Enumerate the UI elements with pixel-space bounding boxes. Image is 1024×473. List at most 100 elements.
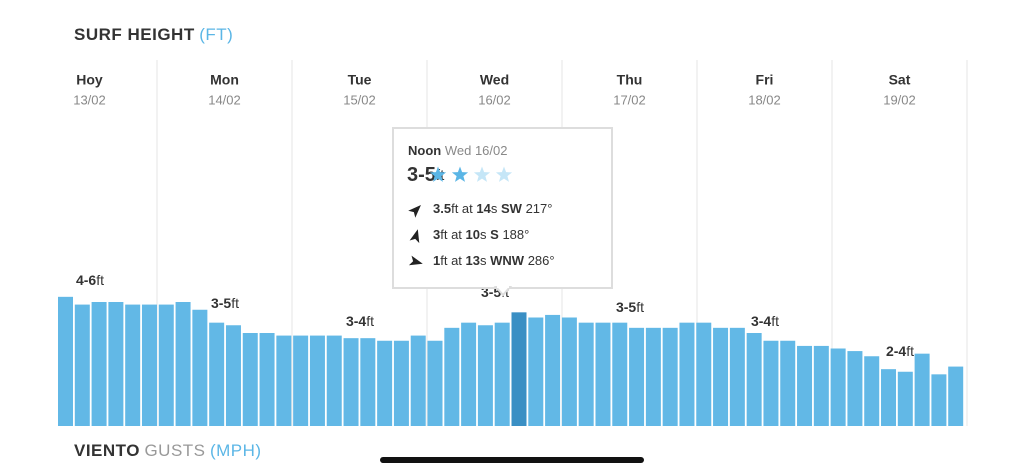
swell-arrow <box>409 229 420 244</box>
day-date: 14/02 <box>208 92 241 107</box>
bar <box>780 340 796 426</box>
swell-arrow <box>408 205 421 218</box>
bar <box>276 335 292 426</box>
swell-degrees: 217° <box>526 201 553 216</box>
bar <box>511 312 527 426</box>
bar <box>864 356 880 426</box>
star <box>473 166 491 182</box>
swell-degrees: 188° <box>502 227 529 242</box>
title: SURF HEIGHT <box>74 25 195 44</box>
swell-period-unit: s <box>491 201 498 216</box>
range-label: 3-5ft <box>211 295 239 311</box>
range-label: 3-4ft <box>346 313 374 329</box>
bar <box>58 296 73 426</box>
bar <box>914 353 930 426</box>
bar <box>477 325 493 426</box>
next-subtitle: GUSTS <box>144 441 205 460</box>
range-label: 3-4ft <box>751 313 779 329</box>
swell-direction: WNW <box>490 253 525 268</box>
swell-direction: SW <box>501 201 523 216</box>
stars <box>429 166 513 182</box>
bar <box>192 309 208 426</box>
bar <box>175 302 191 426</box>
bar <box>410 335 426 426</box>
range-unit: ft <box>96 272 104 288</box>
time: Noon <box>408 143 441 158</box>
range: 3-5 <box>407 164 436 186</box>
bar <box>847 351 863 426</box>
bar <box>343 338 359 426</box>
day-date: 13/02 <box>73 92 106 107</box>
tooltip-box <box>392 127 613 289</box>
range-unit: ft <box>906 343 914 359</box>
bar <box>461 322 477 426</box>
range: 2-4 <box>886 343 906 359</box>
swell-height: 3 <box>433 227 440 242</box>
bar <box>931 374 947 426</box>
day-name: Mon <box>210 72 239 88</box>
swell-period: 13 <box>466 253 480 268</box>
bar <box>763 340 779 426</box>
day-date: 19/02 <box>883 92 916 107</box>
bar <box>578 322 594 426</box>
bar <box>897 371 913 426</box>
star <box>495 166 513 182</box>
next-title: VIENTO <box>74 441 140 460</box>
bar <box>948 366 964 426</box>
range-label: 3-5ft <box>616 299 644 315</box>
bar <box>595 322 611 426</box>
bar <box>141 304 157 426</box>
swell-line: 3ft at 10s S 188° <box>433 227 529 242</box>
range: 3-5 <box>616 299 636 315</box>
range-label: 4-6ft <box>76 272 104 288</box>
bar <box>309 335 325 426</box>
bar <box>293 335 309 426</box>
bar <box>713 327 729 426</box>
swell-direction: S <box>490 227 499 242</box>
next-section: VIENTO GUSTS (MPH) <box>74 441 262 460</box>
swell-unit: ft at <box>451 201 473 216</box>
bar <box>528 317 544 426</box>
bar <box>377 340 393 426</box>
range-unit: ft <box>636 299 644 315</box>
star <box>451 166 469 182</box>
bar <box>729 327 745 426</box>
range-unit: ft <box>231 295 239 311</box>
day-date: 18/02 <box>748 92 781 107</box>
bar <box>91 302 107 426</box>
swell-unit: ft at <box>440 253 462 268</box>
bar <box>242 333 258 426</box>
bar <box>629 327 645 426</box>
swell-period: 14 <box>476 201 491 216</box>
tooltip: Noon Wed 16/02 3-5ft 3.5ft at 14s SW 217… <box>392 127 613 297</box>
bar <box>881 369 897 426</box>
bar <box>561 317 577 426</box>
swell-period-unit: s <box>480 227 487 242</box>
swell-height: 1 <box>433 253 440 268</box>
swell-line: 1ft at 13s WNW 286° <box>433 253 555 268</box>
range-unit: ft <box>771 313 779 329</box>
bar <box>158 304 174 426</box>
bar <box>259 333 275 426</box>
range: 3-5 <box>211 295 231 311</box>
day-name: Fri <box>756 72 774 88</box>
section-title: SURF HEIGHT (FT) <box>74 25 233 44</box>
home-indicator <box>380 457 644 463</box>
bar <box>830 348 846 426</box>
unit: (FT) <box>199 25 233 44</box>
bar <box>545 314 561 426</box>
day-date: 15/02 <box>343 92 376 107</box>
bar <box>746 333 762 426</box>
bar <box>393 340 409 426</box>
swell-unit: ft at <box>440 227 462 242</box>
range: 3-4 <box>346 313 366 329</box>
range-unit: ft <box>366 313 374 329</box>
swell-line: 3.5ft at 14s SW 217° <box>433 201 552 216</box>
range: 3-4 <box>751 313 771 329</box>
bar <box>696 322 712 426</box>
bar <box>74 304 90 426</box>
bar <box>125 304 141 426</box>
day-name: Hoy <box>76 72 103 88</box>
